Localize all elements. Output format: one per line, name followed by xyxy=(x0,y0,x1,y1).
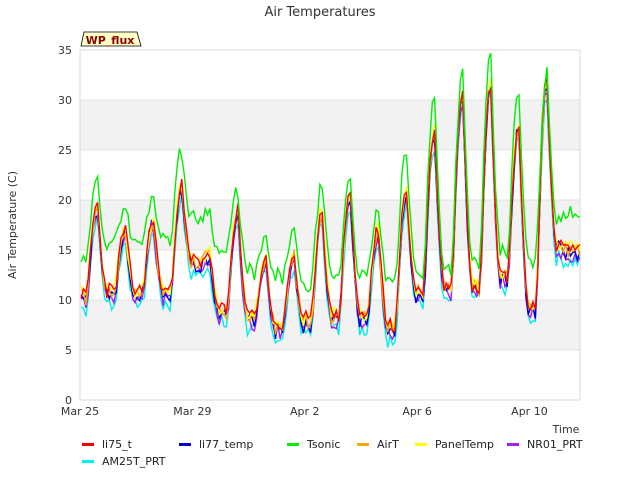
x-tick-labels: Mar 25 Mar 29 Apr 2 Apr 6 Apr 10 xyxy=(61,405,548,418)
legend-label: PanelTemp xyxy=(435,438,494,451)
y-tick-label: 15 xyxy=(58,244,72,257)
legend-label: AM25T_PRT xyxy=(102,455,166,468)
legend-swatch xyxy=(179,443,191,446)
legend-item-nr01-prt: NR01_PRT xyxy=(507,438,604,451)
y-tick-labels: 0 5 10 15 20 25 30 35 xyxy=(58,44,72,407)
x-tick-label: Apr 6 xyxy=(402,405,432,418)
series-line-li75-t xyxy=(80,78,581,333)
legend-swatch xyxy=(82,443,94,446)
legend-label: li75_t xyxy=(102,438,132,451)
grid-band xyxy=(80,100,580,150)
chart-title: Air Temperatures xyxy=(264,5,375,20)
legend: li75_t li77_temp Tsonic AirT PanelTemp N… xyxy=(82,436,622,470)
legend-row-1: li75_t li77_temp Tsonic AirT PanelTemp N… xyxy=(82,436,622,453)
series-line-tsonic xyxy=(80,52,581,293)
y-tick-label: 30 xyxy=(58,94,72,107)
legend-swatch xyxy=(82,460,94,463)
legend-swatch xyxy=(357,443,369,446)
y-tick-label: 5 xyxy=(65,344,72,357)
y-tick-label: 0 xyxy=(65,394,72,407)
legend-item-li77-temp: li77_temp xyxy=(179,438,287,451)
legend-swatch xyxy=(507,443,519,446)
y-axis-label: Air Temperature (C) xyxy=(6,171,19,279)
x-tick-label: Mar 29 xyxy=(173,405,211,418)
legend-label: li77_temp xyxy=(199,438,254,451)
legend-swatch xyxy=(415,443,427,446)
y-tick-label: 35 xyxy=(58,44,72,57)
x-tick-label: Apr 10 xyxy=(511,405,548,418)
legend-item-airt: AirT xyxy=(357,438,415,451)
y-tick-label: 25 xyxy=(58,144,72,157)
series-layer xyxy=(80,52,581,348)
legend-row-2: AM25T_PRT xyxy=(82,453,622,470)
legend-item-tsonic: Tsonic xyxy=(287,438,357,451)
legend-item-paneltemp: PanelTemp xyxy=(415,438,507,451)
y-tick-label: 20 xyxy=(58,194,72,207)
x-axis-label: Time xyxy=(552,423,580,436)
y-tick-label: 10 xyxy=(58,294,72,307)
plot-frame xyxy=(79,49,581,401)
legend-item-li75-t: li75_t xyxy=(82,438,179,451)
x-tick-label: Mar 25 xyxy=(61,405,99,418)
legend-swatch xyxy=(287,443,299,446)
legend-label: Tsonic xyxy=(307,438,341,451)
legend-label: AirT xyxy=(377,438,399,451)
legend-item-am25t-prt: AM25T_PRT xyxy=(82,455,179,468)
wp-flux-annotation: WP_flux xyxy=(80,31,142,47)
legend-label: NR01_PRT xyxy=(527,438,583,451)
annotation-label: WP_flux xyxy=(86,34,135,47)
x-tick-label: Apr 2 xyxy=(290,405,320,418)
